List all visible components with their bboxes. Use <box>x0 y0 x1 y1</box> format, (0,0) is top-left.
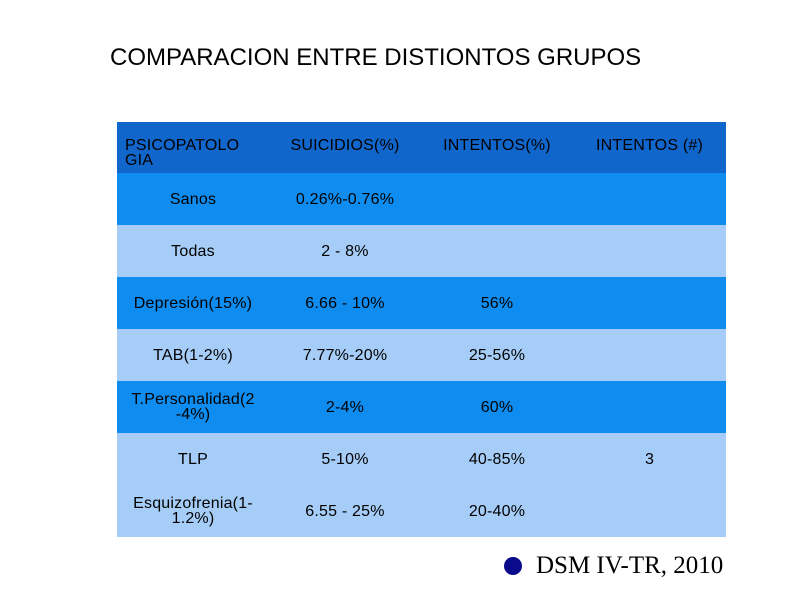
cell-group: T.Personalidad(2 -4%) <box>131 391 255 423</box>
reference-text: DSM IV-TR, 2010 <box>536 552 724 579</box>
comparison-table: PSICOPATOLO GIA SUICIDIOS(%) INTENTOS(%)… <box>117 122 726 537</box>
cell-intentos-pct: 25-56% <box>468 346 526 364</box>
cell-group: Esquizofrenia(1- 1.2%) <box>133 495 253 527</box>
cell-group: TLP <box>178 450 208 468</box>
cell-group: Todas <box>171 242 215 260</box>
cell-group: TAB(1-2%) <box>153 346 233 364</box>
cell-suicidios: 0.26%-0.76% <box>295 190 395 208</box>
table-header-row: PSICOPATOLO GIA SUICIDIOS(%) INTENTOS(%)… <box>117 122 726 173</box>
cell-intentos-num <box>573 225 726 277</box>
cell-intentos-pct: 60% <box>480 398 514 416</box>
header-suicidios: SUICIDIOS(%) <box>290 137 400 154</box>
cell-suicidios: 2 - 8% <box>321 242 369 260</box>
reference: DSM IV-TR, 2010 <box>504 552 723 580</box>
table-row: TAB(1-2%) 7.77%-20% 25-56% <box>117 329 726 381</box>
cell-intentos-pct <box>421 173 573 225</box>
table-row: Esquizofrenia(1- 1.2%) 6.55 - 25% 20-40% <box>117 485 726 537</box>
cell-intentos-num <box>573 173 726 225</box>
header-psicopatologia: PSICOPATOLO GIA <box>125 137 240 169</box>
cell-intentos-num: 3 <box>644 450 655 468</box>
cell-suicidios: 7.77%-20% <box>302 346 388 364</box>
cell-intentos-num <box>573 381 726 433</box>
cell-intentos-pct: 40-85% <box>468 450 526 468</box>
table-row: Depresión(15%) 6.66 - 10% 56% <box>117 277 726 329</box>
cell-intentos-pct: 56% <box>480 294 514 312</box>
bullet-icon <box>504 557 522 575</box>
cell-suicidios: 5-10% <box>321 450 369 468</box>
table-row: Sanos 0.26%-0.76% <box>117 173 726 225</box>
cell-intentos-pct <box>421 225 573 277</box>
cell-intentos-num <box>573 485 726 537</box>
cell-intentos-num <box>573 329 726 381</box>
cell-group: Sanos <box>169 190 217 208</box>
cell-suicidios: 6.55 - 25% <box>305 502 385 520</box>
table-row: T.Personalidad(2 -4%) 2-4% 60% <box>117 381 726 433</box>
slide-title: COMPARACION ENTRE DISTIONTOS GRUPOS <box>110 44 642 71</box>
header-intentos-num: INTENTOS (#) <box>595 137 703 154</box>
table-row: Todas 2 - 8% <box>117 225 726 277</box>
cell-intentos-pct: 20-40% <box>468 502 526 520</box>
header-intentos-pct: INTENTOS(%) <box>443 137 551 154</box>
table-row: TLP 5-10% 40-85% 3 <box>117 433 726 485</box>
cell-intentos-num <box>573 277 726 329</box>
cell-suicidios: 2-4% <box>325 398 365 416</box>
cell-suicidios: 6.66 - 10% <box>305 294 385 312</box>
cell-group: Depresión(15%) <box>133 294 253 312</box>
